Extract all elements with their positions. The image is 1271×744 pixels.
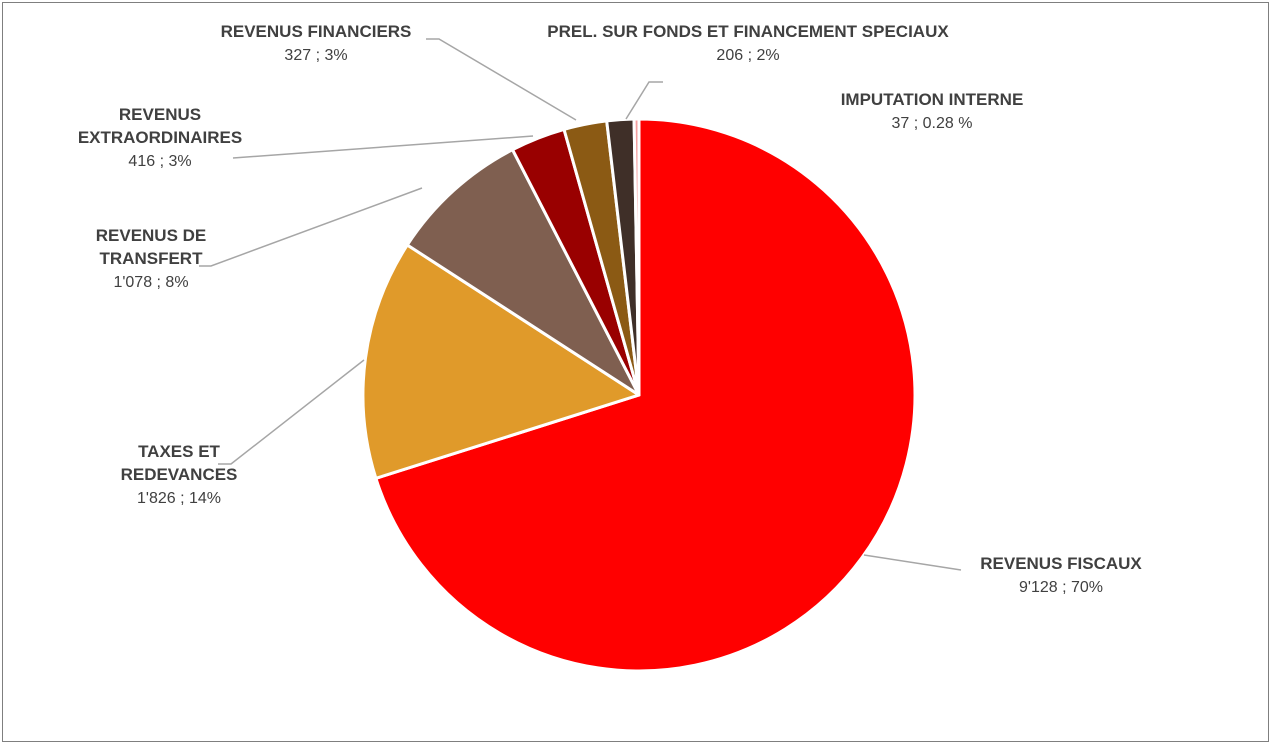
slice-value-label: 9'128 ; 70%	[1019, 579, 1103, 596]
leader-lines-layer	[199, 38, 962, 571]
slice-imputation-interne	[632, 117, 641, 397]
data-label-revenus-financiers: REVENUS FINANCIERS 327 ; 3%	[221, 22, 412, 64]
leader-line-prel-sur-fonds-et-financement-speciaux	[625, 81, 663, 120]
pie-chart: REVENUS FISCAUX 9'128 ; 70% TAXES ET REDEVA…	[78, 22, 1143, 673]
slices-layer	[361, 117, 917, 673]
slice-value-label: 327 ; 3%	[284, 47, 347, 64]
slice-value-label: 206 ; 2%	[716, 47, 779, 64]
slice-value-label: 1'078 ; 8%	[113, 274, 188, 291]
slice-name-label: REVENUS FISCAUX	[980, 554, 1142, 573]
data-label-imputation-interne: IMPUTATION INTERNE 37 ; 0.28 %	[841, 90, 1024, 132]
slice-name-label: PREL. SUR FONDS ET FINANCEMENT SPECIAUX	[547, 22, 949, 41]
slice-name-label: TAXES ET	[138, 442, 220, 461]
slice-value-label: 416 ; 3%	[128, 153, 191, 170]
data-label-revenus-fiscaux: REVENUS FISCAUX 9'128 ; 70%	[980, 554, 1142, 596]
slice-name-label: REDEVANCES	[121, 465, 238, 484]
slice-revenus-de-transfert	[405, 148, 641, 397]
slice-name-label: IMPUTATION INTERNE	[841, 90, 1024, 109]
leader-line-revenus-extraordinaires	[232, 135, 534, 159]
slice-value-label: 1'826 ; 14%	[137, 490, 221, 507]
slice-name-label: REVENUS FINANCIERS	[221, 22, 412, 41]
slice-name-label: REVENUS	[119, 105, 201, 124]
data-label-prel-sur-fonds-et-financement-speciaux: PREL. SUR FONDS ET FINANCEMENT SPECIAUX 2…	[547, 22, 949, 64]
leader-line-revenus-fiscaux	[863, 554, 962, 571]
leader-line-taxes-et-redevances	[218, 359, 365, 465]
leader-line-revenus-financiers	[426, 38, 577, 121]
data-label-revenus-de-transfert: REVENUS DE TRANSFERT 1'078 ; 8%	[96, 226, 207, 291]
slice-name-label: EXTRAORDINAIRES	[78, 128, 242, 147]
slice-name-label: TRANSFERT	[100, 249, 204, 268]
leader-line-revenus-de-transfert	[199, 187, 423, 267]
slice-value-label: 37 ; 0.28 %	[892, 115, 973, 132]
slice-name-label: REVENUS DE	[96, 226, 207, 245]
data-label-taxes-et-redevances: TAXES ET REDEVANCES 1'826 ; 14%	[121, 442, 238, 507]
labels-layer: REVENUS FISCAUX 9'128 ; 70% TAXES ET REDEVA…	[78, 22, 1143, 596]
data-label-revenus-extraordinaires: REVENUS EXTRAORDINAIRES 416 ; 3%	[78, 105, 242, 170]
slice-taxes-et-redevances	[361, 243, 641, 480]
slice-revenus-fiscaux	[374, 117, 917, 673]
